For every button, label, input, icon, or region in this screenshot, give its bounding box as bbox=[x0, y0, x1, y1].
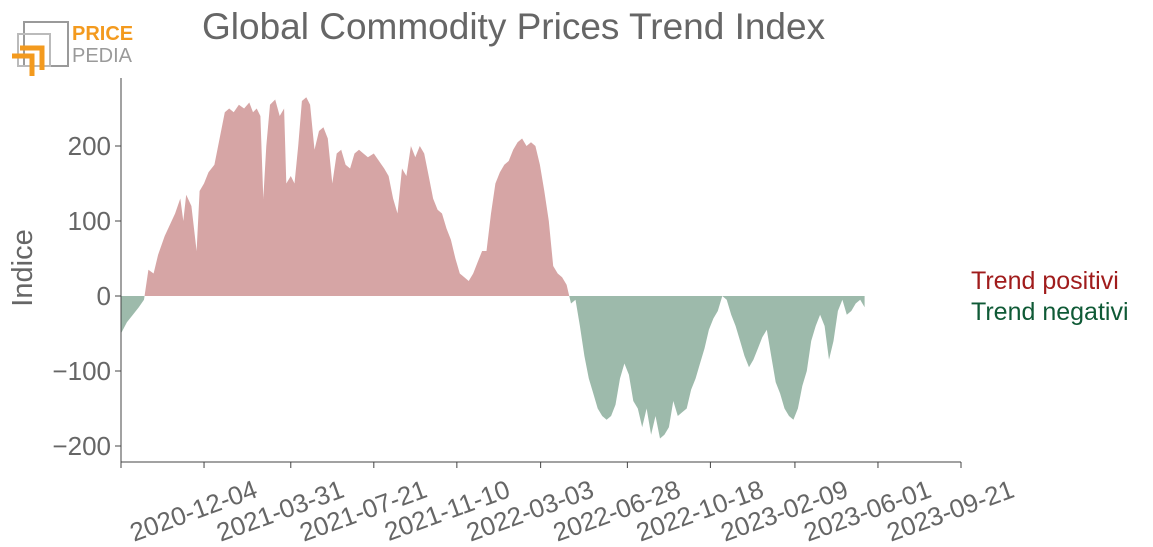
pricepedia-logo: PRICE PEDIA bbox=[12, 21, 133, 76]
logo-text-bottom: PEDIA bbox=[72, 45, 133, 67]
y-tick-label: −200 bbox=[52, 431, 111, 461]
legend-positive: Trend positivi bbox=[971, 267, 1119, 295]
y-tick-label: 200 bbox=[68, 131, 111, 161]
logo-text-top: PRICE bbox=[72, 23, 133, 45]
area-positive bbox=[121, 97, 865, 296]
y-tick-label: 100 bbox=[68, 206, 111, 236]
y-tick-label: 0 bbox=[97, 281, 111, 311]
y-ticks: −200 −100 0 100 200 bbox=[52, 131, 121, 461]
legend-negative: Trend negativi bbox=[971, 298, 1129, 326]
x-ticks: 2020-12-042021-03-312021-07-212021-11-10… bbox=[120, 462, 1018, 547]
area-layer bbox=[121, 97, 865, 439]
area-negative bbox=[121, 296, 865, 439]
y-axis-label: Indice bbox=[7, 229, 39, 306]
chart-title: Global Commodity Prices Trend Index bbox=[202, 6, 826, 47]
y-tick-label: −100 bbox=[52, 356, 111, 386]
